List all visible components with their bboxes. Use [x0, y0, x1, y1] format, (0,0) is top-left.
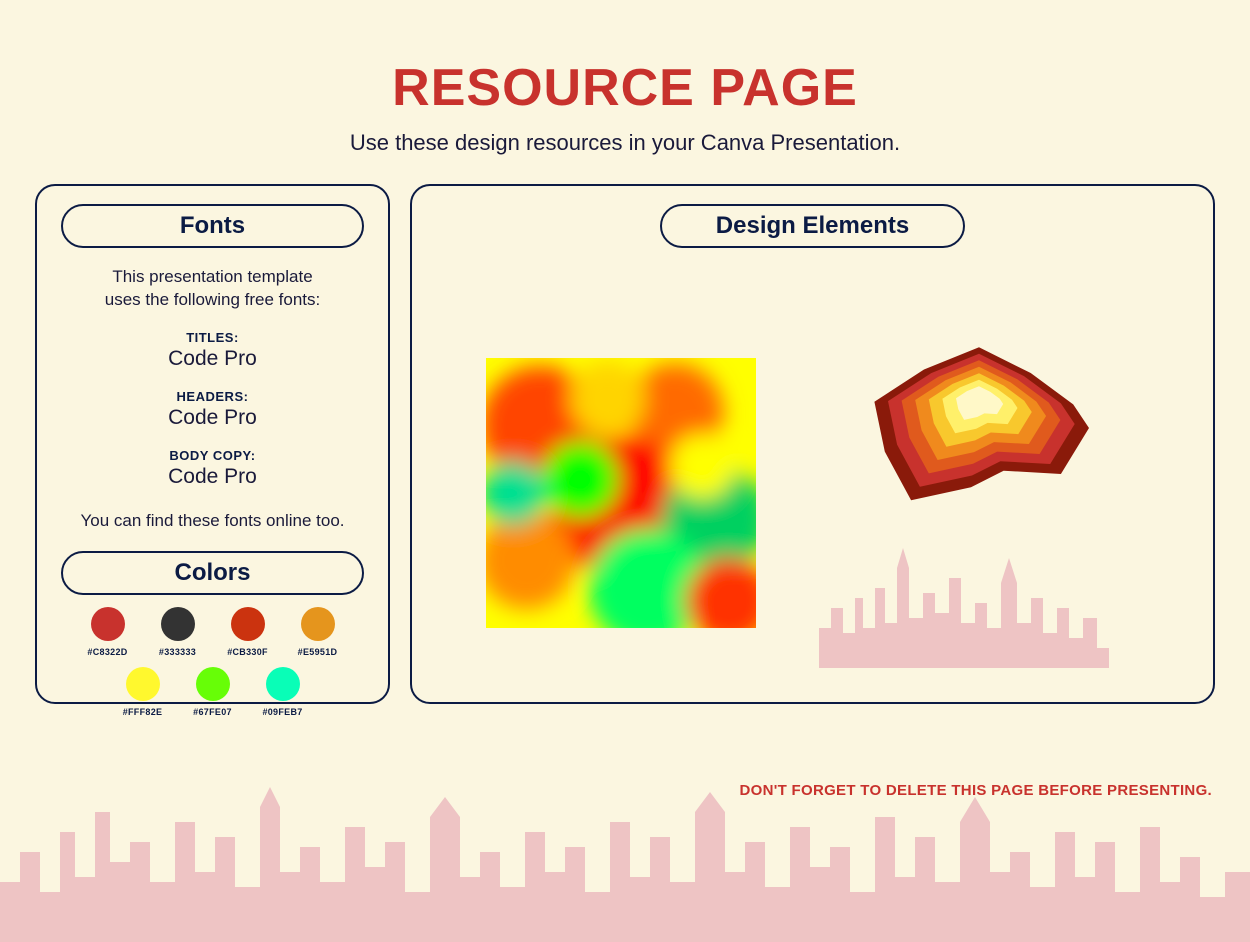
- heatmap-icon: [486, 358, 756, 628]
- swatch-label: #09FEB7: [262, 707, 302, 717]
- fonts-intro-line1: This presentation template: [112, 267, 312, 286]
- color-swatch: #09FEB7: [257, 667, 309, 717]
- fonts-header: Fonts: [61, 204, 364, 248]
- swatch-circle: [91, 607, 125, 641]
- color-swatch: #CB330F: [222, 607, 274, 657]
- fonts-intro-line2: uses the following free fonts:: [105, 290, 320, 309]
- color-swatch: #FFF82E: [117, 667, 169, 717]
- skyline-big-icon: [0, 782, 1250, 942]
- swatch-circle: [196, 667, 230, 701]
- colors-header: Colors: [61, 551, 364, 595]
- fonts-panel: Fonts This presentation template uses th…: [35, 184, 390, 704]
- font-item-titles: TITLES: Code Pro: [61, 330, 364, 371]
- swatch-label: #C8322D: [87, 647, 127, 657]
- font-label: BODY COPY:: [61, 448, 364, 463]
- fonts-note: You can find these fonts online too.: [61, 511, 364, 531]
- font-item-headers: HEADERS: Code Pro: [61, 389, 364, 430]
- elements-panel: Design Elements: [410, 184, 1215, 704]
- swatch-label: #CB330F: [227, 647, 268, 657]
- color-swatch: #67FE07: [187, 667, 239, 717]
- color-swatch: #C8322D: [82, 607, 134, 657]
- contour-blob-icon: [859, 318, 1099, 518]
- swatch-label: #333333: [159, 647, 196, 657]
- elements-header: Design Elements: [660, 204, 965, 248]
- font-value: Code Pro: [61, 465, 364, 489]
- font-label: HEADERS:: [61, 389, 364, 404]
- fonts-intro: This presentation template uses the foll…: [61, 266, 364, 312]
- font-value: Code Pro: [61, 406, 364, 430]
- page-subtitle: Use these design resources in your Canva…: [0, 130, 1250, 156]
- color-swatch: #E5951D: [292, 607, 344, 657]
- page-title: RESOURCE PAGE: [0, 58, 1250, 118]
- color-swatches: #C8322D #333333 #CB330F #E5951D #FFF82E #67F…: [61, 607, 364, 717]
- swatch-label: #67FE07: [193, 707, 232, 717]
- swatch-circle: [301, 607, 335, 641]
- font-label: TITLES:: [61, 330, 364, 345]
- swatch-circle: [126, 667, 160, 701]
- swatch-label: #FFF82E: [123, 707, 163, 717]
- font-item-body: BODY COPY: Code Pro: [61, 448, 364, 489]
- swatch-circle: [161, 607, 195, 641]
- skyline-small-icon: [819, 538, 1109, 668]
- color-swatch: #333333: [152, 607, 204, 657]
- font-value: Code Pro: [61, 347, 364, 371]
- swatch-label: #E5951D: [298, 647, 338, 657]
- swatch-circle: [231, 607, 265, 641]
- swatch-circle: [266, 667, 300, 701]
